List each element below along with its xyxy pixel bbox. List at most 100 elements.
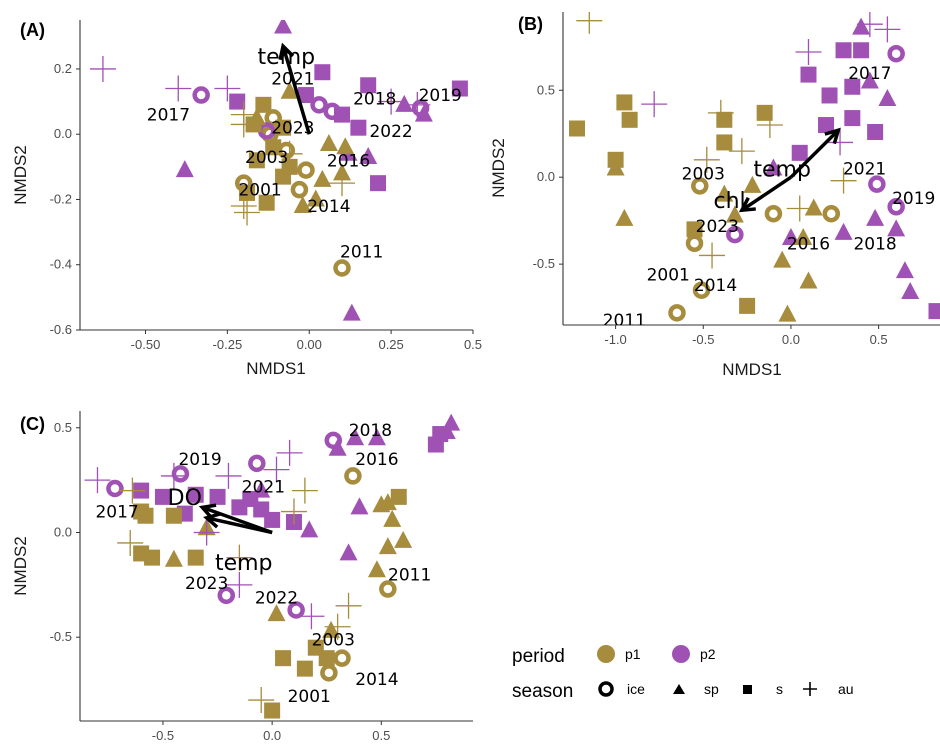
year-label: 2021 [843,160,886,180]
point-sp [804,198,823,216]
point-ice [691,177,709,195]
point-sp [615,208,634,226]
point-ice [822,204,841,223]
point-au [193,519,220,546]
point-sp [319,134,338,151]
vector-temp [789,129,840,179]
point-au [830,167,857,194]
point-s [209,488,226,505]
point-s [607,151,624,168]
vector-label: temp [258,45,316,70]
point-ice [287,601,305,619]
point-au [728,138,755,165]
point-ice [297,161,315,179]
point-au [226,544,253,571]
point-sp [852,17,871,35]
vector-temp [281,45,311,135]
point-s [821,87,838,104]
y-axis-label: NMDS2 [11,536,30,596]
point-s [800,66,817,83]
point-au [329,170,355,197]
point-s [756,104,773,121]
point-s [686,221,703,238]
point-s [791,144,808,161]
point-au [404,91,431,118]
point-sp [293,196,312,213]
x-tick-label: 0.0 [263,728,281,743]
year-label: 2003 [682,165,725,185]
point-ice [685,234,704,253]
point-au [795,38,822,65]
year-label: 2019 [892,189,935,209]
vector-label: chl [714,189,746,214]
point-s [239,184,256,201]
point-sp [346,428,365,446]
year-label: 2021 [242,477,285,497]
panel-0: -0.50 -0.25 0.00 0.25 0.5 -0.6 -0.4 -0.2 0.0 0.2 (… [11,20,482,378]
point-sp [778,304,797,322]
point-s [264,511,281,528]
legend-sp-label: sp [704,681,719,697]
point-au [214,75,241,102]
point-sp [378,537,397,555]
point-ice [217,586,236,605]
legend-s-symbol [743,685,752,694]
x-tick-label: 0.0 [782,332,800,347]
legend-ice-symbol [598,681,614,697]
point-sp [764,158,783,176]
point-s [853,42,870,59]
point-s [265,139,282,156]
y-tick-label: 0.0 [537,169,555,184]
point-sp [367,560,386,578]
point-s [616,94,633,111]
point-ice [887,198,905,216]
point-s [432,426,449,443]
panel-tag: (B) [518,14,543,34]
point-au [856,12,883,38]
y-tick-label: 0.2 [54,61,72,76]
year-label: 2014 [355,670,398,690]
point-sp [339,543,358,561]
point-ice [868,175,886,193]
point-s [360,77,377,94]
point-ice [106,479,124,498]
point-au [378,88,405,115]
y-axis-label: NMDS2 [489,138,508,198]
point-s [275,168,292,185]
point-au [119,477,146,504]
point-sp [773,250,792,268]
point-ice [668,304,686,322]
point-sp [799,271,818,289]
point-sp [901,281,920,299]
y-axis-label: NMDS2 [11,145,30,205]
point-ice [333,649,351,667]
point-au [263,456,290,483]
point-ice [320,664,338,682]
point-s [844,78,861,95]
year-label: 2016 [787,234,830,254]
point-ice [333,259,351,277]
year-label: 2011 [603,311,646,331]
point-s [264,702,281,719]
y-tick-label: -0.5 [533,256,555,271]
point-ice [344,467,362,485]
legend-ice-label: ice [627,681,645,697]
year-label: 2014 [307,197,350,217]
point-au [699,242,726,269]
point-ice [379,580,397,598]
point-sp [895,261,914,279]
year-label: 2018 [353,89,396,109]
point-sp [378,493,397,511]
point-s [739,297,756,314]
point-au [707,99,734,126]
point-ice [692,281,711,299]
y-tick-label: 0.5 [537,82,555,97]
year-label: 2003 [245,148,288,168]
point-au [298,603,325,630]
point-ice [726,225,744,244]
point-ice [248,454,266,473]
point-au [160,462,187,489]
point-au [756,112,783,139]
legend-p2-label: p2 [700,646,716,662]
